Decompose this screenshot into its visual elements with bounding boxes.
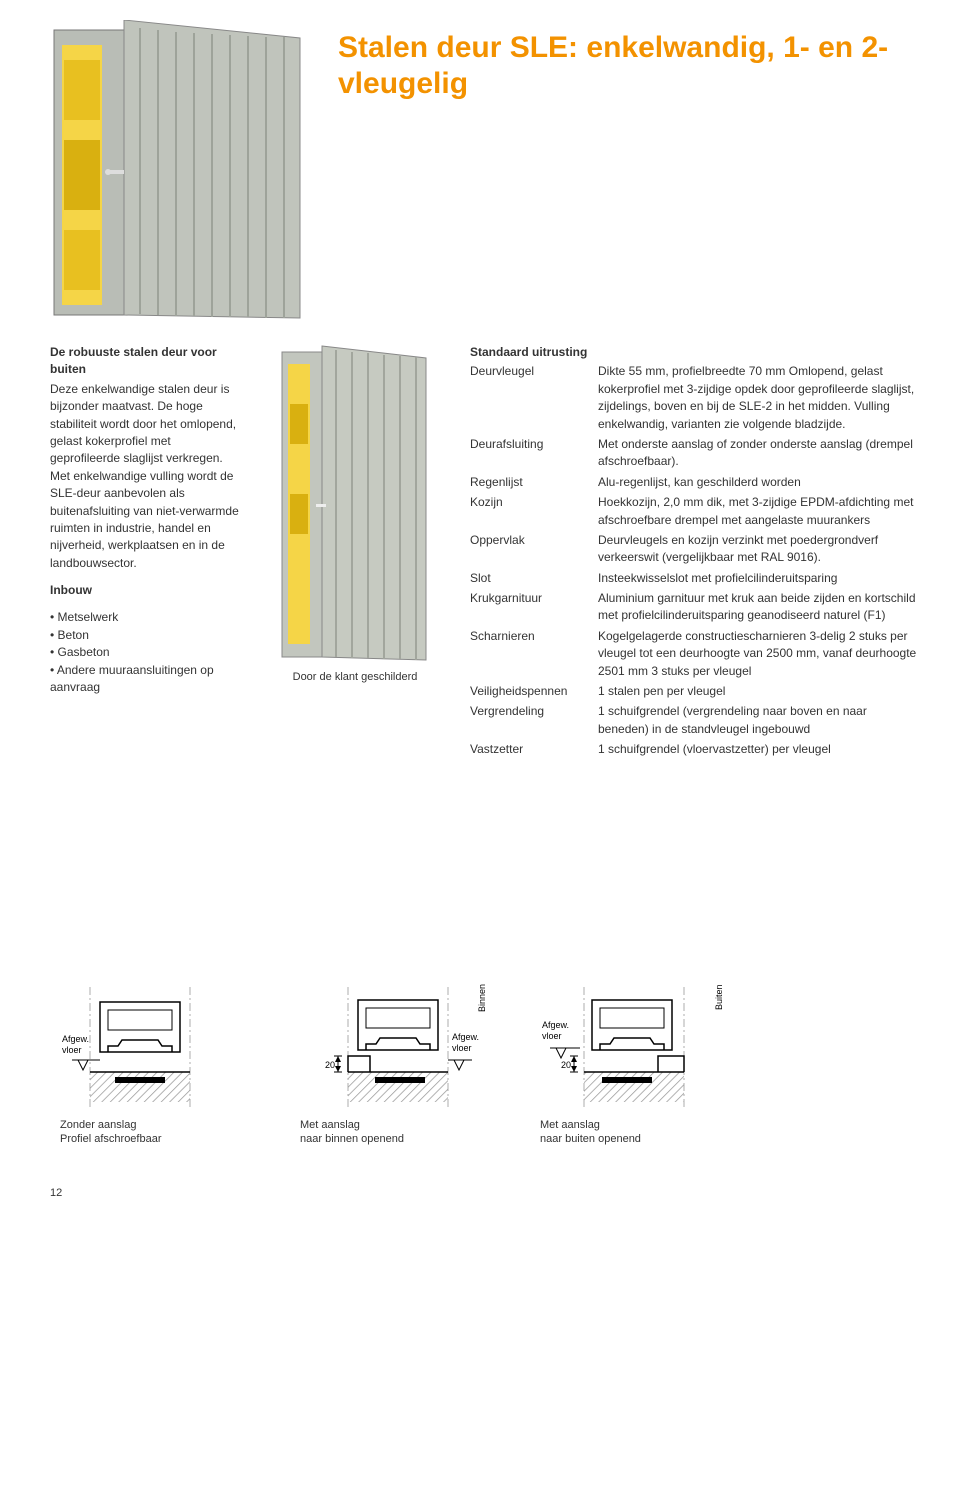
list-item: Andere muuraansluitingen op aanvraag <box>50 662 240 697</box>
spec-label: Slot <box>470 570 598 590</box>
diagram-caption: Met aanslag naar buiten openend <box>540 1118 730 1147</box>
left-column: De robuuste stalen deur voor buiten Deze… <box>50 344 240 762</box>
diagram-row: Afgew. vloer Zonder aanslag Profiel afsc… <box>50 982 920 1147</box>
middle-column: Door de klant geschilderd <box>260 344 450 762</box>
svg-text:Afgew. vloer: Afgew. vloer <box>62 1034 92 1055</box>
dim-20: 20 <box>325 1060 335 1070</box>
dim-20: 20 <box>561 1060 571 1070</box>
spec-label: Veiligheidspennen <box>470 683 598 703</box>
spec-value: 1 schuifgrendel (vergrendeling naar bove… <box>598 703 920 741</box>
specs-table: DeurvleugelDikte 55 mm, profielbreedte 7… <box>470 363 920 761</box>
spec-value: Deurvleugels en kozijn verzinkt met poed… <box>598 532 920 570</box>
left-heading-1: De robuuste stalen deur voor buiten <box>50 344 240 379</box>
page: Stalen deur SLE: enkelwandig, 1- en 2-vl… <box>0 0 960 1222</box>
spec-value: 1 stalen pen per vleugel <box>598 683 920 703</box>
secondary-image-caption: Door de klant geschilderd <box>260 670 450 686</box>
right-column: Standaard uitrusting DeurvleugelDikte 55… <box>470 344 920 762</box>
spec-label: Deurvleugel <box>470 363 598 436</box>
left-paragraph-1: Deze enkelwandige stalen deur is bijzond… <box>50 382 239 570</box>
specs-heading: Standaard uitrusting <box>470 344 920 361</box>
page-title: Stalen deur SLE: enkelwandig, 1- en 2-vl… <box>338 20 920 320</box>
left-heading-2: Inbouw <box>50 582 240 599</box>
list-item: Beton <box>50 627 240 644</box>
content-columns: De robuuste stalen deur voor buiten Deze… <box>50 344 920 762</box>
side-label: Binnen <box>477 984 487 1012</box>
spec-value: Met onderste aanslag of zonder onderste … <box>598 436 920 474</box>
diagram-3: Afgew. vloer 20 Buiten Met aanslag n <box>540 982 730 1147</box>
spec-value: 1 schuifgrendel (vloervastzetter) per vl… <box>598 741 920 761</box>
side-label: Buiten <box>714 984 724 1010</box>
spec-value: Aluminium garnituur met kruk aan beide z… <box>598 590 920 628</box>
page-number: 12 <box>50 1186 920 1202</box>
hero-row: Stalen deur SLE: enkelwandig, 1- en 2-vl… <box>50 20 920 320</box>
spec-label: Regenlijst <box>470 474 598 494</box>
inbouw-list: Metselwerk Beton Gasbeton Andere muuraan… <box>50 609 240 696</box>
spec-label: Scharnieren <box>470 628 598 683</box>
spec-value: Dikte 55 mm, profielbreedte 70 mm Omlope… <box>598 363 920 436</box>
list-item: Gasbeton <box>50 644 240 661</box>
diagram-caption: Zonder aanslag Profiel afschroefbaar <box>60 1118 250 1147</box>
svg-text:Afgew. vloer: Afgew. vloer <box>542 1020 572 1041</box>
spec-value: Kogelgelagerde constructiescharnieren 3-… <box>598 628 920 683</box>
spec-label: Deurafsluiting <box>470 436 598 474</box>
spec-label: Vergrendeling <box>470 703 598 741</box>
diagram-2: Afgew. vloer 20 Binnen Met aanslag n <box>300 982 490 1147</box>
vloer-label-line2: vloer <box>62 1045 82 1055</box>
vloer-label-line1: Afgew. <box>62 1034 89 1044</box>
spec-value: Alu-regenlijst, kan geschilderd worden <box>598 474 920 494</box>
diagram-1: Afgew. vloer Zonder aanslag Profiel afsc… <box>60 982 250 1147</box>
secondary-door-image <box>280 344 430 664</box>
spec-label: Krukgarnituur <box>470 590 598 628</box>
hero-door-image <box>50 20 310 320</box>
svg-text:Afgew. vloer: Afgew. vloer <box>452 1032 482 1053</box>
spec-label: Oppervlak <box>470 532 598 570</box>
list-item: Metselwerk <box>50 609 240 626</box>
spec-label: Kozijn <box>470 494 598 532</box>
spec-label: Vastzetter <box>470 741 598 761</box>
diagram-caption: Met aanslag naar binnen openend <box>300 1118 490 1147</box>
spec-value: Hoekkozijn, 2,0 mm dik, met 3-zijdige EP… <box>598 494 920 532</box>
spec-value: Insteekwisselslot met profielcilinderuit… <box>598 570 920 590</box>
